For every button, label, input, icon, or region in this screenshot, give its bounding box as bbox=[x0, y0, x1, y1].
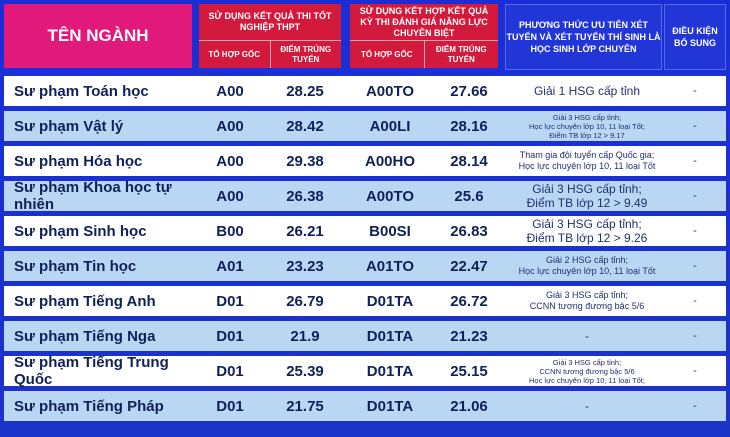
to-hop-goc-thpt: A00 bbox=[216, 82, 244, 100]
to-hop-goc-danh-gia: A00HO bbox=[364, 152, 416, 170]
table-row: Sư phạm Khoa học tự nhiên A00 26.38 A00TO 25… bbox=[4, 179, 726, 213]
to-hop-goc-danh-gia: A00TO bbox=[365, 187, 415, 205]
to-hop-goc-thpt: D01 bbox=[216, 292, 244, 310]
header-diem-trung-tuyen-2: ĐIỂM TRÚNG TUYỂN bbox=[423, 41, 499, 68]
header-group-danh-gia-title: SỬ DỤNG KẾT HỢP KẾT QUẢ KỲ THI ĐÁNH GIÁ … bbox=[350, 4, 498, 41]
header-uu-tien: PHƯƠNG THỨC ƯU TIÊN XÉT TUYỂN VÀ XÉT TUY… bbox=[505, 4, 662, 70]
to-hop-goc-danh-gia: B00SI bbox=[369, 222, 411, 240]
table-row: Sư phạm Tiếng Nga D01 21.9 D01TA 21.23 - - bbox=[4, 321, 726, 351]
header-diem-trung-tuyen-1: ĐIỂM TRÚNG TUYỂN bbox=[269, 41, 342, 68]
diem-trung-tuyen-thpt: 28.25 bbox=[286, 82, 324, 100]
dieu-kien-text: - bbox=[693, 120, 697, 132]
header-group-thpt: SỬ DỤNG KẾT QUẢ THI TỐT NGHIỆP THPT TỔ H… bbox=[199, 4, 341, 68]
nganh-name: Sư phạm Tiếng Pháp bbox=[14, 397, 164, 415]
diem-trung-tuyen-danh-gia: 27.66 bbox=[450, 82, 488, 100]
diem-trung-tuyen-danh-gia: 21.06 bbox=[450, 397, 488, 415]
dieu-kien-text: - bbox=[693, 155, 697, 167]
nganh-name: Sư phạm Tiếng Anh bbox=[14, 292, 156, 310]
nganh-name: Sư phạm Sinh học bbox=[14, 222, 147, 240]
header-group-thpt-title: SỬ DỤNG KẾT QUẢ THI TỐT NGHIỆP THPT bbox=[199, 4, 341, 41]
to-hop-goc-thpt: A00 bbox=[216, 117, 244, 135]
uu-tien-text: Giải 3 HSG cấp tỉnh; Học lực chuyên lớp 1… bbox=[529, 112, 645, 140]
diem-trung-tuyen-thpt: 21.9 bbox=[290, 327, 320, 345]
nganh-name: Sư phạm Khoa học tự nhiên bbox=[14, 179, 172, 213]
diem-trung-tuyen-danh-gia: 25.6 bbox=[454, 187, 484, 205]
header-to-hop-goc-2: TỔ HỢP GỐC bbox=[360, 49, 413, 59]
diem-trung-tuyen-danh-gia: 28.16 bbox=[450, 117, 488, 135]
to-hop-goc-danh-gia: A00TO bbox=[365, 82, 415, 100]
table-body: Sư phạm Toán học A00 28.25 A00TO 27.66 Giải 1… bbox=[4, 76, 726, 426]
to-hop-goc-thpt: B00 bbox=[216, 222, 244, 240]
uu-tien-text: Giải 3 HSG cấp tỉnh; CCNN tương đương bậc… bbox=[529, 290, 645, 311]
nganh-name: Sư phạm Tin học bbox=[14, 257, 137, 275]
diem-trung-tuyen-thpt: 21.75 bbox=[286, 397, 324, 415]
to-hop-goc-danh-gia: A01TO bbox=[365, 257, 415, 275]
to-hop-goc-thpt: A00 bbox=[216, 187, 244, 205]
diem-trung-tuyen-danh-gia: 26.72 bbox=[450, 292, 488, 310]
diem-trung-tuyen-danh-gia: 22.47 bbox=[450, 257, 488, 275]
dieu-kien-text: - bbox=[693, 365, 697, 377]
diem-trung-tuyen-thpt: 25.39 bbox=[286, 362, 324, 380]
to-hop-goc-thpt: D01 bbox=[216, 362, 244, 380]
header-to-hop-goc-1: TỔ HỢP GỐC bbox=[208, 49, 261, 59]
uu-tien-text: - bbox=[585, 399, 589, 413]
table-row: Sư phạm Vật lý A00 28.42 A00LI 28.16 Giải 3 H… bbox=[4, 111, 726, 141]
diem-trung-tuyen-danh-gia: 25.15 bbox=[450, 362, 488, 380]
to-hop-goc-danh-gia: D01TA bbox=[366, 362, 414, 380]
dieu-kien-text: - bbox=[693, 190, 697, 202]
to-hop-goc-danh-gia: A00LI bbox=[369, 117, 411, 135]
uu-tien-text: - bbox=[585, 329, 589, 343]
dieu-kien-text: - bbox=[693, 400, 697, 412]
diem-trung-tuyen-danh-gia: 21.23 bbox=[450, 327, 488, 345]
to-hop-goc-thpt: D01 bbox=[216, 397, 244, 415]
to-hop-goc-danh-gia: D01TA bbox=[366, 327, 414, 345]
diem-trung-tuyen-danh-gia: 26.83 bbox=[450, 222, 488, 240]
uu-tien-text: Giải 3 HSG cấp tỉnh; CCNN tương đương bậc… bbox=[529, 357, 645, 385]
dieu-kien-text: - bbox=[693, 225, 697, 237]
to-hop-goc-thpt: A00 bbox=[216, 152, 244, 170]
to-hop-goc-danh-gia: D01TA bbox=[366, 397, 414, 415]
diem-trung-tuyen-thpt: 26.21 bbox=[286, 222, 324, 240]
table-row: Sư phạm Tiếng Anh D01 26.79 D01TA 26.72 Giải … bbox=[4, 286, 726, 316]
table-row: Sư phạm Hóa học A00 29.38 A00HO 28.14 Tham gi… bbox=[4, 146, 726, 176]
header-dieu-kien: ĐIỀU KIỆN BỔ SUNG bbox=[664, 4, 726, 70]
nganh-name: Sư phạm Vật lý bbox=[14, 117, 124, 135]
header-ten-nganh: TÊN NGÀNH bbox=[4, 4, 192, 68]
table-row: Sư phạm Sinh học B00 26.21 B00SI 26.83 Giải 3… bbox=[4, 216, 726, 246]
nganh-name: Sư phạm Tiếng Nga bbox=[14, 327, 156, 345]
to-hop-goc-thpt: D01 bbox=[216, 327, 244, 345]
dieu-kien-text: - bbox=[693, 295, 697, 307]
dieu-kien-text: - bbox=[693, 260, 697, 272]
diem-trung-tuyen-thpt: 26.38 bbox=[286, 187, 324, 205]
to-hop-goc-thpt: A01 bbox=[216, 257, 244, 275]
table-row: Sư phạm Tiếng Pháp D01 21.75 D01TA 21.06 - - bbox=[4, 391, 726, 421]
uu-tien-text: Giải 3 HSG cấp tỉnh; Điểm TB lớp 12 > 9.4… bbox=[526, 182, 648, 210]
diem-trung-tuyen-thpt: 28.42 bbox=[286, 117, 324, 135]
dieu-kien-text: - bbox=[693, 85, 697, 97]
nganh-name: Sư phạm Tiếng Trung Quốc bbox=[14, 354, 169, 388]
uu-tien-text: Giải 2 HSG cấp tỉnh; Học lực chuyên lớp 1… bbox=[518, 255, 656, 276]
diem-trung-tuyen-danh-gia: 28.14 bbox=[450, 152, 488, 170]
diem-trung-tuyen-thpt: 29.38 bbox=[286, 152, 324, 170]
dieu-kien-text: - bbox=[693, 330, 697, 342]
uu-tien-text: Giải 3 HSG cấp tỉnh; Điểm TB lớp 12 > 9.2… bbox=[526, 217, 648, 245]
table-row: Sư phạm Tin học A01 23.23 A01TO 22.47 Giải 2 … bbox=[4, 251, 726, 281]
uu-tien-text: Tham gia đội tuyển cấp Quốc gia; Học lực … bbox=[518, 150, 656, 171]
uu-tien-text: Giải 1 HSG cấp tỉnh bbox=[533, 84, 641, 98]
nganh-name: Sư phạm Hóa học bbox=[14, 152, 143, 170]
diem-trung-tuyen-thpt: 26.79 bbox=[286, 292, 324, 310]
table-row: Sư phạm Tiếng Trung Quốc D01 25.39 D01TA 25.… bbox=[4, 354, 726, 388]
table-row: Sư phạm Toán học A00 28.25 A00TO 27.66 Giải 1… bbox=[4, 76, 726, 106]
header-group-danh-gia: SỬ DỤNG KẾT HỢP KẾT QUẢ KỲ THI ĐÁNH GIÁ … bbox=[350, 4, 498, 68]
to-hop-goc-danh-gia: D01TA bbox=[366, 292, 414, 310]
nganh-name: Sư phạm Toán học bbox=[14, 82, 149, 100]
diem-trung-tuyen-thpt: 23.23 bbox=[286, 257, 324, 275]
